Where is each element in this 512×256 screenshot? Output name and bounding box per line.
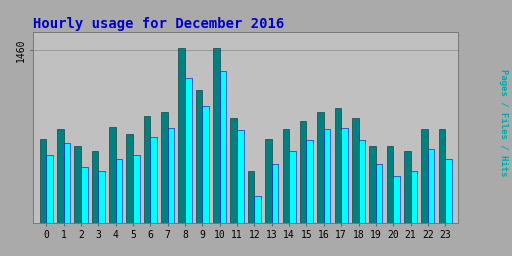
Bar: [341, 128, 348, 223]
Bar: [40, 139, 46, 223]
Bar: [63, 143, 70, 223]
Bar: [196, 90, 202, 223]
Bar: [92, 151, 98, 223]
Bar: [404, 151, 411, 223]
Bar: [421, 129, 428, 223]
Bar: [133, 155, 140, 223]
Bar: [307, 140, 313, 223]
Bar: [202, 106, 209, 223]
Bar: [248, 171, 254, 223]
Bar: [98, 171, 105, 223]
Bar: [116, 159, 122, 223]
Bar: [185, 78, 191, 223]
Bar: [352, 118, 358, 223]
Bar: [220, 71, 226, 223]
Bar: [369, 146, 376, 223]
Bar: [230, 118, 237, 223]
Bar: [324, 129, 330, 223]
Bar: [283, 129, 289, 223]
Bar: [168, 128, 174, 223]
Bar: [334, 108, 341, 223]
Bar: [126, 134, 133, 223]
Bar: [411, 171, 417, 223]
Bar: [428, 149, 435, 223]
Bar: [300, 121, 307, 223]
Bar: [254, 196, 261, 223]
Bar: [144, 116, 151, 223]
Bar: [109, 127, 116, 223]
Bar: [358, 140, 365, 223]
Text: Pages / Files / Hits: Pages / Files / Hits: [499, 69, 508, 177]
Bar: [161, 112, 168, 223]
Bar: [393, 176, 400, 223]
Bar: [57, 129, 63, 223]
Bar: [317, 112, 324, 223]
Bar: [151, 137, 157, 223]
Bar: [265, 139, 272, 223]
Bar: [237, 131, 244, 223]
Bar: [376, 164, 382, 223]
Bar: [81, 167, 88, 223]
Text: Hourly usage for December 2016: Hourly usage for December 2016: [33, 17, 285, 31]
Bar: [272, 164, 279, 223]
Bar: [439, 129, 445, 223]
Bar: [179, 48, 185, 223]
Bar: [445, 159, 452, 223]
Bar: [289, 151, 296, 223]
Bar: [74, 146, 81, 223]
Bar: [46, 155, 53, 223]
Bar: [213, 48, 220, 223]
Bar: [387, 146, 393, 223]
